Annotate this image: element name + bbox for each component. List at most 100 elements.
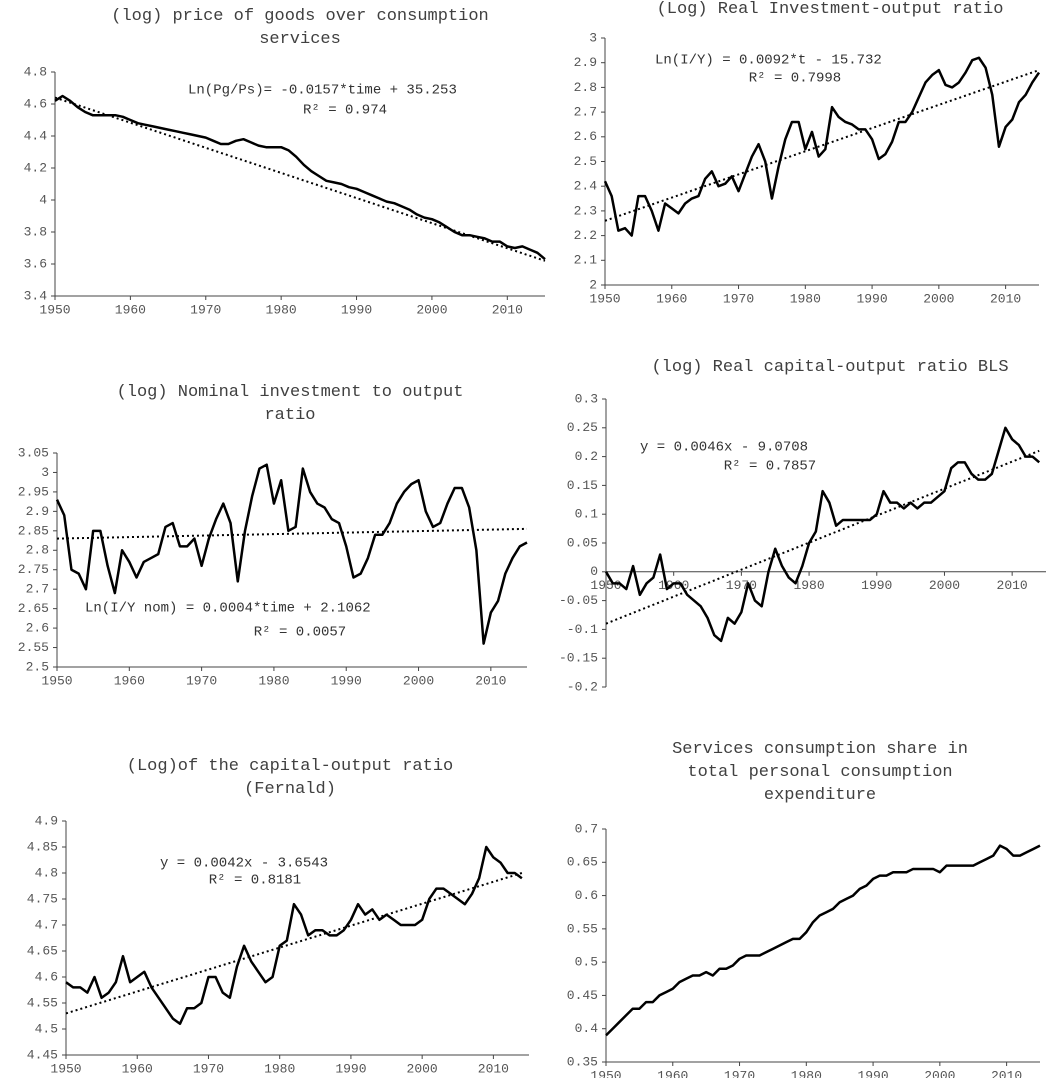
annotation: R² = 0.7998 (749, 71, 841, 87)
y-tick-label: -0.1 (567, 622, 598, 637)
y-tick-label: 2.85 (18, 523, 49, 538)
y-tick-label: 2.3 (574, 203, 597, 218)
y-tick-label: 0.7 (575, 821, 598, 836)
y-tick-label: 0.1 (575, 507, 599, 522)
x-tick-label: 1980 (264, 1061, 295, 1076)
x-tick-label: 1990 (341, 302, 372, 317)
x-tick-label: 1980 (791, 1068, 822, 1078)
y-tick-label: 0.35 (567, 1054, 598, 1069)
y-tick-label: 2 (589, 277, 597, 292)
x-tick-label: 2000 (923, 291, 954, 306)
y-tick-label: 0.5 (575, 955, 598, 970)
y-tick-label: 2.1 (574, 253, 598, 268)
y-tick-label: 3.4 (24, 288, 48, 303)
x-tick-label: 1980 (266, 302, 297, 317)
y-tick-label: 0.45 (567, 988, 598, 1003)
y-tick-label: 3 (41, 465, 49, 480)
data-line (605, 844, 1041, 1037)
y-tick-label: 4 (39, 192, 47, 207)
x-tick-label: 1980 (790, 291, 821, 306)
x-tick-label: 1960 (657, 1068, 688, 1078)
x-tick-label: 1970 (723, 291, 754, 306)
x-tick-label: 2000 (929, 578, 960, 593)
annotation: y = 0.0042x - 3.6543 (160, 856, 328, 872)
y-tick-label: 0.25 (567, 420, 598, 435)
y-tick-label: -0.2 (567, 679, 598, 694)
y-tick-label: 3.6 (24, 256, 47, 271)
x-tick-label: 1950 (39, 302, 70, 317)
y-tick-label: 4.8 (35, 865, 58, 880)
x-tick-label: 2000 (407, 1061, 438, 1076)
x-tick-label: 1960 (656, 291, 687, 306)
y-tick-label: 0.65 (567, 855, 598, 870)
y-tick-label: 0.05 (567, 535, 598, 550)
y-tick-label: -0.15 (559, 651, 598, 666)
x-tick-label: 2010 (990, 291, 1021, 306)
y-tick-label: 2.9 (574, 55, 597, 70)
y-tick-label: 2.2 (574, 228, 597, 243)
y-tick-label: 4.45 (27, 1047, 58, 1062)
y-tick-label: 4.8 (24, 64, 47, 79)
y-tick-label: 4.6 (35, 969, 58, 984)
x-tick-label: 2010 (478, 1061, 509, 1076)
annotation: Ln(I/Y) = 0.0092*t - 15.732 (655, 53, 882, 69)
y-tick-label: 3 (589, 30, 597, 45)
trend-line (65, 872, 523, 1015)
y-tick-label: 0.6 (575, 888, 598, 903)
annotation: Ln(Pg/Ps)= -0.0157*time + 35.253 (188, 83, 457, 99)
y-tick-label: 4.6 (24, 96, 47, 111)
y-tick-label: 0.2 (575, 449, 598, 464)
annotation: R² = 0.974 (303, 103, 387, 119)
x-tick-label: 1980 (258, 673, 289, 688)
annotation: Ln(I/Y nom) = 0.0004*time + 2.1062 (85, 601, 371, 617)
x-tick-label: 1960 (122, 1061, 153, 1076)
x-tick-label: 1950 (590, 1068, 621, 1078)
y-tick-label: 2.4 (574, 179, 598, 194)
x-tick-label: 1990 (856, 291, 887, 306)
y-tick-label: 4.2 (24, 160, 47, 175)
annotation: y = 0.0046x - 9.0708 (640, 440, 808, 456)
y-tick-label: 0.4 (575, 1021, 599, 1036)
x-tick-label: 1960 (115, 302, 146, 317)
x-tick-label: 1950 (41, 673, 72, 688)
y-tick-label: 2.7 (574, 105, 597, 120)
y-tick-label: 4.7 (35, 917, 58, 932)
y-tick-label: 0.15 (567, 478, 598, 493)
x-tick-label: 2000 (403, 673, 434, 688)
trend-line (604, 69, 1040, 222)
data-line (604, 426, 1041, 643)
y-tick-label: 0.3 (575, 391, 598, 406)
y-tick-label: 3.05 (18, 445, 49, 460)
x-tick-label: 1990 (857, 1068, 888, 1078)
x-tick-label: 2010 (475, 673, 506, 688)
y-tick-label: 2.6 (574, 129, 597, 144)
y-tick-label: 0.55 (567, 921, 598, 936)
y-tick-label: 2.75 (18, 562, 49, 577)
y-tick-label: 2.7 (26, 582, 49, 597)
y-tick-label: 0 (590, 564, 598, 579)
x-tick-label: 1950 (589, 291, 620, 306)
x-tick-label: 1990 (331, 673, 362, 688)
trend-line (605, 449, 1040, 625)
y-tick-label: -0.05 (559, 593, 598, 608)
y-tick-label: 4.85 (27, 839, 58, 854)
annotation: R² = 0.0057 (254, 625, 346, 641)
y-tick-label: 2.5 (574, 154, 597, 169)
x-tick-label: 1970 (726, 578, 757, 593)
x-tick-label: 1970 (186, 673, 217, 688)
y-tick-label: 2.5 (26, 659, 49, 674)
y-tick-label: 4.4 (24, 128, 48, 143)
y-tick-label: 4.55 (27, 995, 58, 1010)
chart-title: Services consumption share in total pers… (672, 740, 968, 805)
x-tick-label: 2000 (924, 1068, 955, 1078)
data-line (603, 56, 1041, 237)
x-tick-label: 2010 (991, 1068, 1022, 1078)
trend-line (56, 527, 528, 540)
x-tick-label: 1990 (335, 1061, 366, 1076)
chart-title: (log) Real capital-output ratio BLS (651, 358, 1009, 377)
y-tick-label: 4.75 (27, 891, 58, 906)
x-tick-label: 1970 (193, 1061, 224, 1076)
y-tick-label: 2.55 (18, 640, 49, 655)
